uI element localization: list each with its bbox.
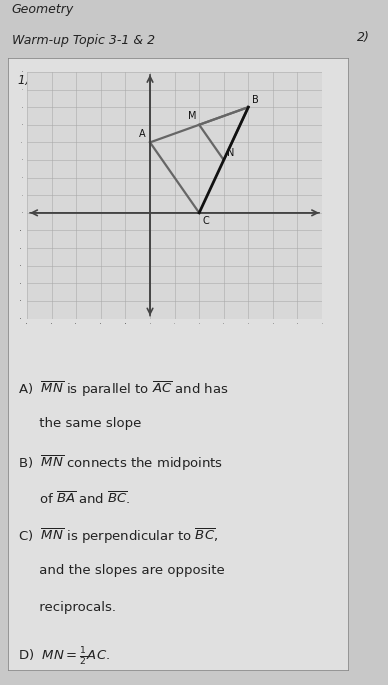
Text: M: M <box>188 111 197 121</box>
Text: C)  $\overline{MN}$ is perpendicular to $\overline{BC}$,: C) $\overline{MN}$ is perpendicular to $… <box>18 527 218 547</box>
Text: B)  $\overline{MN}$ connects the midpoints: B) $\overline{MN}$ connects the midpoint… <box>18 453 223 473</box>
Text: B: B <box>252 95 259 105</box>
Text: N: N <box>227 148 235 158</box>
Text: Warm-up Topic 3-1 & 2: Warm-up Topic 3-1 & 2 <box>12 34 155 47</box>
Text: reciprocals.: reciprocals. <box>18 601 116 614</box>
Text: A)  $\overline{MN}$ is parallel to $\overline{AC}$ and has: A) $\overline{MN}$ is parallel to $\over… <box>18 380 229 399</box>
Text: C: C <box>203 216 210 226</box>
Text: Geometry: Geometry <box>12 3 74 16</box>
Text: A: A <box>139 129 145 139</box>
Text: 1) Circle all true statements.: 1) Circle all true statements. <box>18 74 187 87</box>
Text: 2): 2) <box>357 31 370 44</box>
Text: and the slopes are opposite: and the slopes are opposite <box>18 564 225 577</box>
Text: of $\overline{BA}$ and $\overline{BC}$.: of $\overline{BA}$ and $\overline{BC}$. <box>18 490 131 507</box>
Text: D)  $MN = \frac{1}{2}AC$.: D) $MN = \frac{1}{2}AC$. <box>18 645 110 668</box>
Text: the same slope: the same slope <box>18 417 141 430</box>
